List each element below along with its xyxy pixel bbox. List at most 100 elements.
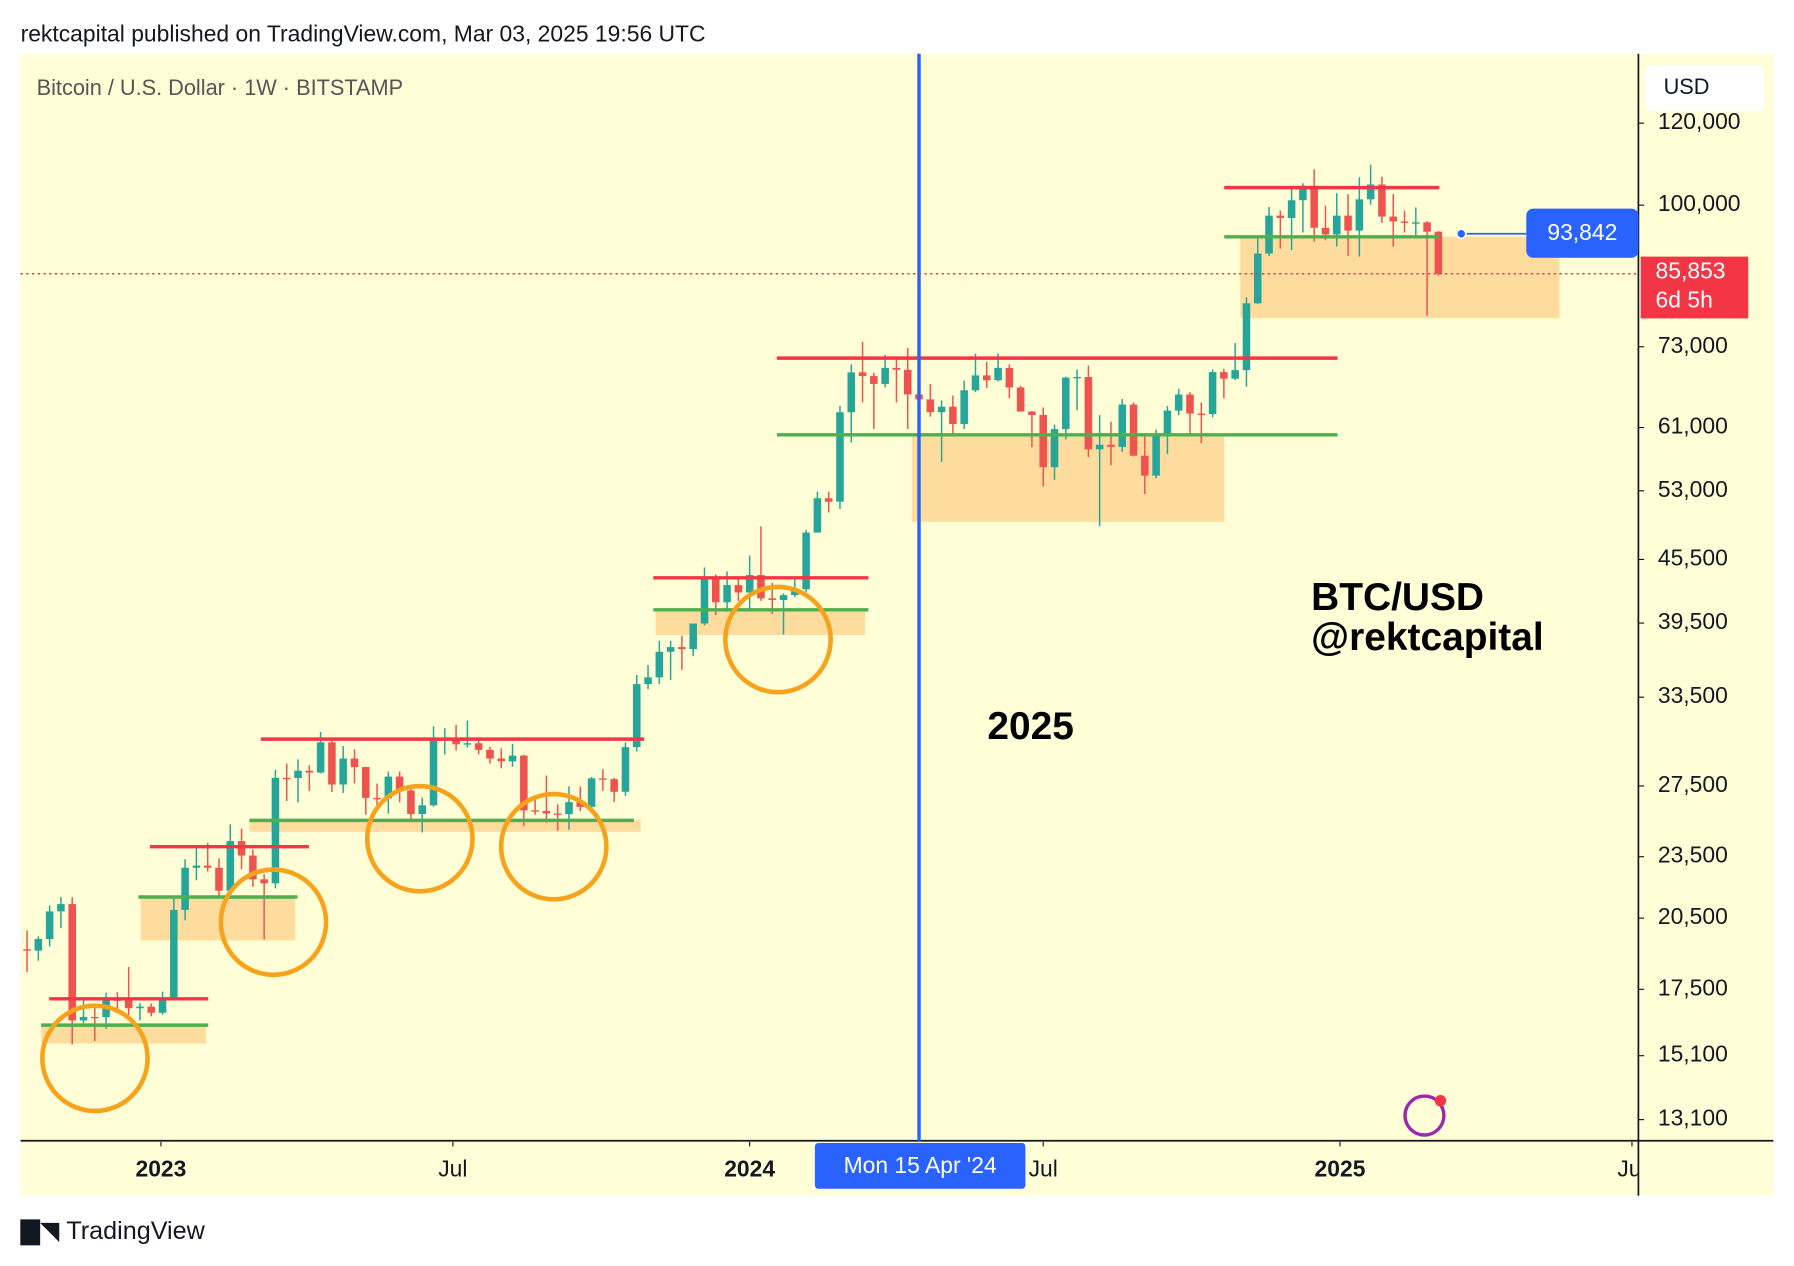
candle-body [170, 909, 178, 999]
candle-body [779, 595, 788, 600]
candle-body [542, 811, 551, 814]
candle-body [203, 865, 212, 868]
candle-body [418, 805, 426, 814]
x-tick-label: Jul [438, 1156, 467, 1182]
candle-body [1141, 455, 1149, 476]
annotation: 2025 [987, 705, 1074, 748]
candle-body [621, 747, 630, 792]
candle-body [373, 797, 381, 800]
candle-body [768, 598, 777, 600]
candle-body [215, 867, 223, 891]
candle-body [1005, 367, 1014, 388]
candle-body [136, 1006, 144, 1009]
publish-header: rektcapital published on TradingView.com… [21, 21, 706, 47]
candle-body [847, 372, 856, 413]
candle-body [192, 865, 201, 868]
candle-body [181, 867, 189, 910]
candle-body [553, 813, 562, 815]
marker-label: 93,842 [1547, 219, 1617, 245]
candle-body [45, 911, 54, 940]
y-tick-label: 15,100 [1658, 1041, 1728, 1067]
y-tick-label: 23,500 [1658, 842, 1728, 868]
price-label-box [1640, 256, 1749, 319]
circles [40, 584, 833, 1114]
candle-body [1050, 429, 1059, 468]
candle-body [350, 758, 359, 768]
candle-body [1208, 372, 1217, 415]
x-tick-label: 2023 [135, 1156, 186, 1182]
candle-body [339, 758, 347, 785]
candle-body [982, 375, 991, 381]
price-countdown: 6d 5h [1656, 286, 1713, 312]
candle-body [328, 742, 336, 785]
candle-body [1163, 410, 1172, 436]
y-tick-label: 53,000 [1658, 476, 1728, 502]
candle-body [1152, 435, 1160, 476]
candle-body [1434, 231, 1443, 274]
zone [911, 434, 1225, 522]
candle-body [813, 498, 822, 533]
candle-body [700, 576, 709, 624]
candle-body [734, 585, 743, 593]
candle-body [610, 779, 618, 792]
candle-body [1344, 215, 1352, 231]
y-tick-label: 100,000 [1658, 190, 1741, 216]
candle-body [361, 767, 370, 798]
candle-body [689, 623, 697, 650]
candle-body [1028, 411, 1036, 415]
zone [655, 609, 865, 636]
watermark-line: @rektcapital [1311, 616, 1543, 659]
candle-body [949, 406, 957, 425]
x-tick-label: 2025 [1315, 1156, 1366, 1182]
candle-body [870, 376, 878, 384]
candle-body [1253, 253, 1262, 304]
price-label: 85,853 [1656, 258, 1726, 284]
candle-body [712, 576, 720, 603]
circle [498, 791, 609, 902]
candle-body [1400, 221, 1409, 223]
candle-body [1299, 185, 1307, 201]
candle-body [1197, 413, 1206, 415]
candle-body [1084, 377, 1093, 450]
candle-body [1366, 184, 1375, 200]
candle-body [34, 939, 43, 951]
candle-body [723, 585, 731, 603]
candle-body [68, 904, 76, 1021]
candle-body [531, 810, 539, 812]
candle-body [1310, 185, 1318, 228]
y-tick-label: 27,500 [1658, 771, 1728, 797]
candle-body [316, 742, 325, 773]
currency-box[interactable] [1645, 65, 1765, 111]
circle [40, 1003, 150, 1114]
zones [41, 236, 1560, 1044]
candle-body [1118, 404, 1127, 447]
candle-body [903, 369, 912, 395]
candle-body [960, 390, 968, 425]
candle-body [565, 802, 573, 815]
alert-icon [1403, 1094, 1447, 1137]
candle-body [508, 755, 517, 762]
y-tick-label: 73,000 [1658, 332, 1728, 358]
currency-label[interactable]: USD [1664, 74, 1710, 99]
zone [249, 820, 641, 832]
candle-body [1287, 200, 1296, 218]
candle-body [1220, 372, 1228, 379]
candle-body [587, 778, 596, 807]
watermark-line: BTC/USD [1311, 576, 1484, 619]
candle-body [79, 1016, 88, 1021]
candle-body [158, 998, 167, 1013]
candle-body [226, 841, 235, 891]
x-tick-label: Jul [1029, 1156, 1058, 1182]
candle-body [1231, 370, 1239, 379]
candle-body [91, 1016, 99, 1019]
candle-body [881, 367, 889, 384]
candle-body [1265, 215, 1273, 254]
candle-body [678, 647, 686, 650]
candle-body [599, 778, 607, 780]
candle-body [294, 770, 302, 779]
candle-body [57, 904, 65, 912]
candle-body [576, 802, 585, 807]
candle-body [520, 755, 528, 811]
candle-body [1332, 215, 1341, 235]
